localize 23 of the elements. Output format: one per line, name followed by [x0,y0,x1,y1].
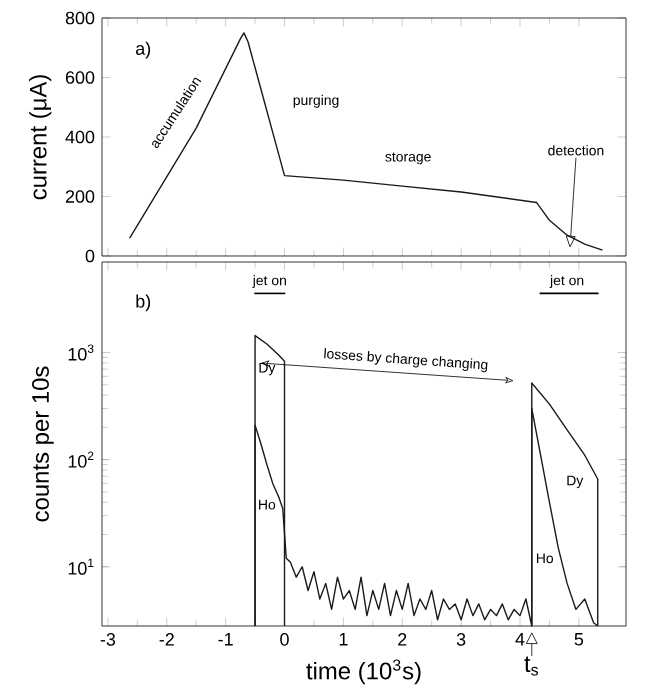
x-tick-label: 5 [574,633,584,646]
x-tick-label: -3 [100,633,116,646]
annotation: b) [136,294,151,312]
annotation: a) [135,41,151,59]
y-tick-label: 10$^{2}$ [68,451,94,468]
x-tick-label: -1 [218,633,233,646]
y-tick-label: 400 [65,130,95,144]
x-tick-label: 4 [515,633,525,646]
x-axis-title: time (10$^{3}$s) [306,659,421,685]
x-tick-label: -2 [159,633,174,646]
y-tick-label: 600 [65,71,95,84]
annotation: t$_{s}$ [524,656,539,676]
y-tick-label: 10$^{1}$ [68,558,94,575]
y-axis-title: current (μA) [29,75,52,200]
y-tick-label: 0 [85,249,95,263]
x-tick-label: 1 [339,633,348,646]
x-tick-label: 3 [456,633,466,646]
x-tick-label: 2 [398,633,407,646]
y-tick-label: 800 [65,11,95,25]
y-axis-title: counts per 10s [32,366,54,522]
y-tick-label: 10$^{3}$ [68,344,94,361]
x-tick-label: 0 [280,633,289,646]
y-tick-label: 200 [65,190,95,203]
